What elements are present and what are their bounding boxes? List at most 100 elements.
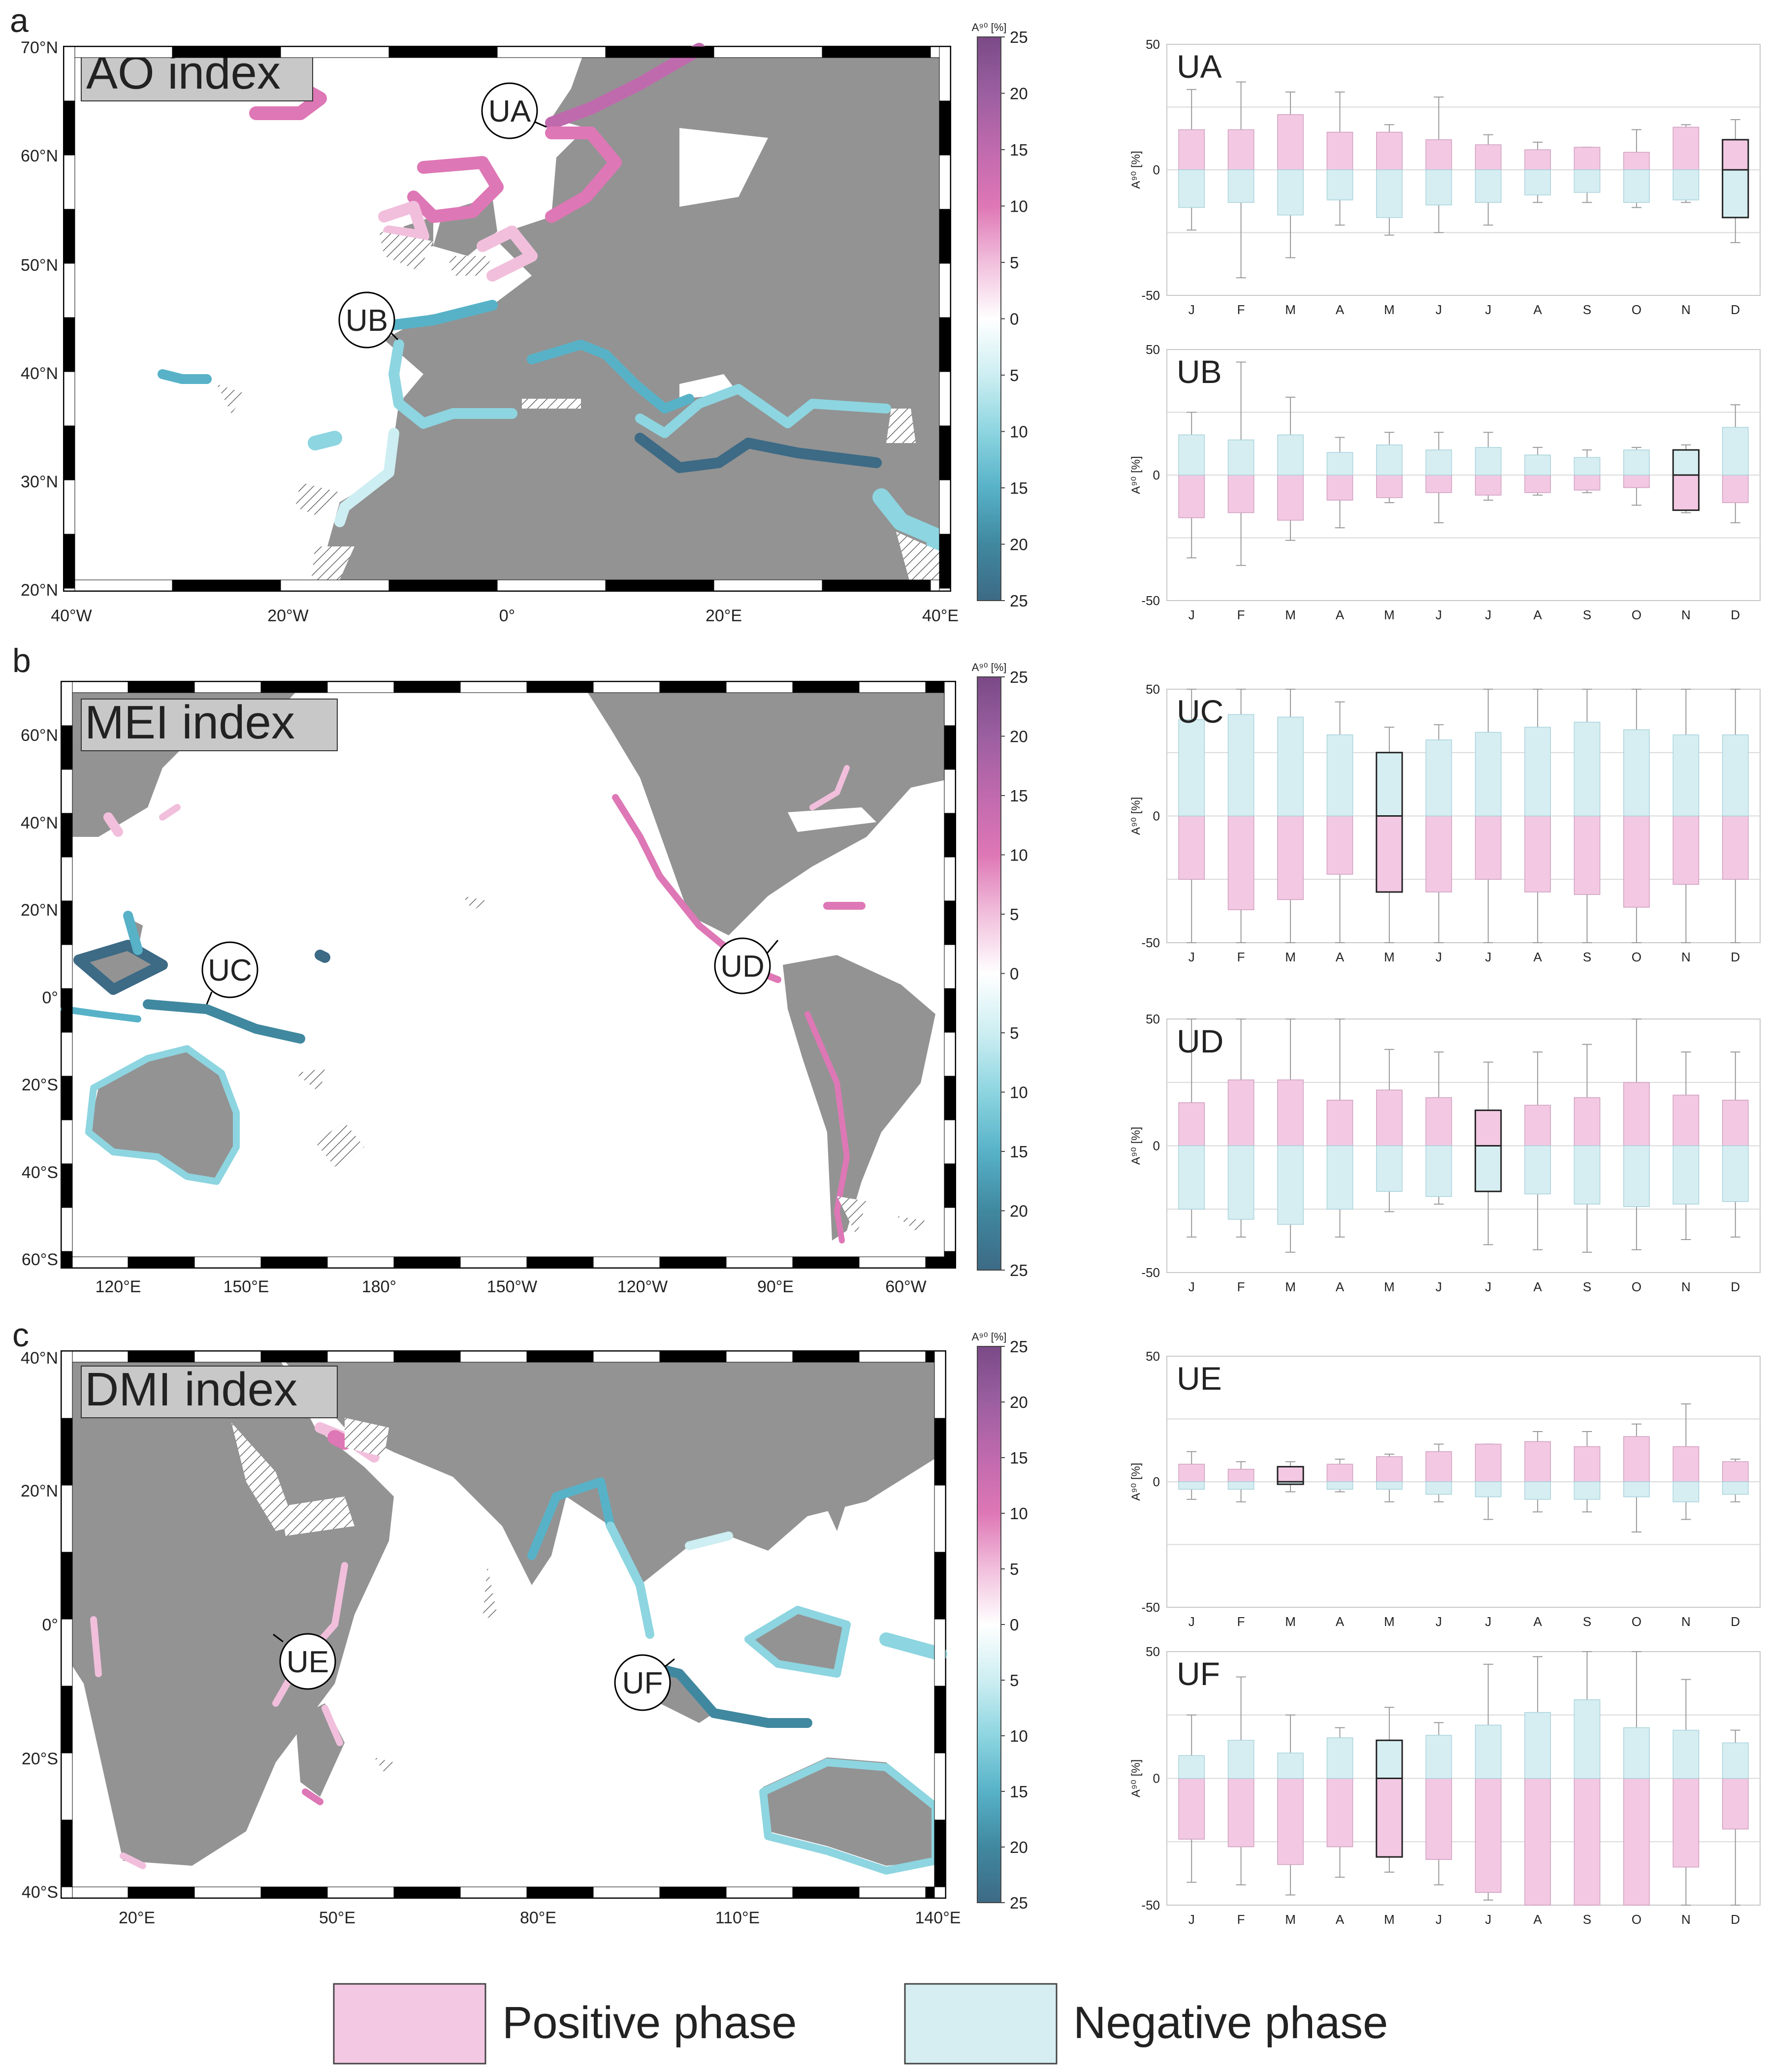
box-negative — [1178, 1481, 1205, 1490]
box-negative — [1475, 447, 1502, 476]
frame-tick — [944, 857, 956, 901]
y-axis-label: A⁹⁰ [%] — [1129, 1463, 1143, 1500]
frame-tick — [593, 1886, 660, 1898]
frame-tick — [61, 1251, 73, 1268]
month-tick-label: D — [1731, 302, 1740, 317]
frame-tick — [944, 988, 956, 1033]
colorbar-tick-label: 25 — [1010, 1338, 1028, 1356]
frame-tick — [939, 209, 951, 264]
month-tick-label: F — [1237, 1279, 1245, 1294]
month-tick-label: D — [1731, 607, 1740, 622]
month-tick-label: D — [1731, 950, 1740, 964]
frame-tick — [327, 1351, 394, 1363]
frame-tick — [934, 1485, 946, 1553]
frame-tick — [713, 579, 823, 591]
box-negative — [1376, 169, 1403, 218]
lat-tick: 40°S — [22, 1163, 58, 1182]
frame-tick — [593, 681, 660, 693]
box-positive — [1376, 475, 1403, 498]
y-tick-label: 0 — [1153, 468, 1160, 482]
frame-tick — [280, 579, 389, 591]
month-tick-label: J — [1485, 1279, 1491, 1294]
legend-label-negative: Negative phase — [1073, 1998, 1388, 2048]
month-tick-label: S — [1583, 950, 1591, 964]
box-positive — [1672, 1446, 1700, 1482]
frame-tick — [61, 1886, 73, 1898]
colorbar-tick-label: 10 — [1010, 1727, 1028, 1745]
box-negative — [1326, 169, 1353, 200]
monthly-boxplots: J F M A M J J A S O N D 50 0 -50 A⁹⁰ [%] UA J F M A M J J A S O N D 5… — [1129, 37, 1761, 1927]
y-axis-label: A⁹⁰ [%] — [1129, 151, 1143, 189]
y-tick-label: 50 — [1146, 1644, 1160, 1659]
month-tick-label: J — [1485, 1912, 1491, 1927]
panel-letter-b: b — [12, 642, 31, 679]
frame-tick — [934, 1418, 946, 1486]
box-positive — [1277, 475, 1304, 521]
box-negative — [1672, 169, 1700, 200]
plot-title: UE — [1177, 1360, 1222, 1397]
month-tick-label: F — [1237, 607, 1245, 622]
lat-tick: 40°N — [21, 814, 58, 832]
lon-tick: 150°W — [487, 1277, 537, 1296]
colorbar-label: A⁹⁰ [%] — [972, 1331, 1007, 1343]
box-highlight — [1475, 1109, 1502, 1192]
box-negative — [1524, 454, 1551, 476]
box-negative — [1475, 1145, 1502, 1192]
box-negative — [1425, 169, 1452, 206]
box-negative — [1524, 1481, 1551, 1500]
lat-tick: 40°N — [21, 364, 58, 383]
map-a-site-ub: UB — [338, 291, 399, 349]
month-tick-label: A — [1336, 607, 1345, 622]
month-tick-label: J — [1485, 607, 1491, 622]
map-b-frame-ticks — [61, 681, 956, 1268]
y-tick-label: 0 — [1153, 1771, 1160, 1786]
month-tick-label: J — [1436, 607, 1442, 622]
box-positive — [1227, 815, 1254, 910]
frame-tick — [944, 1119, 956, 1164]
frame-tick — [61, 988, 73, 1033]
frame-tick — [393, 1256, 461, 1268]
box-negative — [1425, 739, 1452, 817]
box-positive — [1623, 1778, 1650, 1906]
frame-tick — [605, 46, 714, 58]
y-axis-label: A⁹⁰ [%] — [1129, 1127, 1143, 1165]
frame-tick — [128, 1351, 195, 1363]
month-tick-label: M — [1384, 607, 1395, 622]
box-positive — [1722, 139, 1749, 170]
month-tick-label: M — [1285, 607, 1296, 622]
box-positive — [1722, 475, 1749, 503]
map-c-lat-ticks: 40°N 20°N 0° 20°S 40°S — [21, 1349, 58, 1902]
frame-tick — [61, 813, 73, 858]
box-negative — [1475, 1481, 1502, 1498]
frame-tick — [388, 46, 498, 58]
box-negative — [1227, 169, 1254, 203]
frame-tick — [61, 725, 73, 770]
map-c-frame-ticks — [61, 1351, 946, 1898]
frame-tick — [944, 1163, 956, 1208]
y-tick-label: 50 — [1146, 342, 1160, 357]
box-negative — [1722, 169, 1749, 218]
site-label-ud: UD — [720, 950, 765, 984]
month-tick-label: J — [1189, 607, 1195, 622]
frame-tick — [934, 1753, 946, 1820]
month-tick-label: N — [1681, 1279, 1691, 1294]
box-positive — [1623, 475, 1650, 488]
box-positive — [1475, 144, 1502, 170]
month-tick-label: F — [1237, 1912, 1245, 1927]
colorbar-tick-label: 15 — [1010, 787, 1028, 805]
frame-tick — [61, 1686, 73, 1753]
colorbar-tick-label: 15 — [1010, 1449, 1028, 1467]
box-positive — [1178, 815, 1205, 880]
frame-tick — [939, 425, 951, 480]
frame-tick — [526, 1351, 594, 1363]
month-tick-label: J — [1189, 1279, 1195, 1294]
frame-tick — [497, 46, 606, 58]
frame-tick — [939, 534, 951, 589]
frame-tick — [713, 46, 823, 58]
box-negative — [1326, 1481, 1353, 1490]
map-a-lon-ticks: 40°W 20°W 0° 20°E 40°E — [51, 606, 959, 625]
frame-tick — [64, 425, 75, 480]
month-tick-label: J — [1436, 950, 1442, 964]
lat-tick: 60°N — [21, 147, 58, 165]
month-tick-label: N — [1681, 607, 1691, 622]
